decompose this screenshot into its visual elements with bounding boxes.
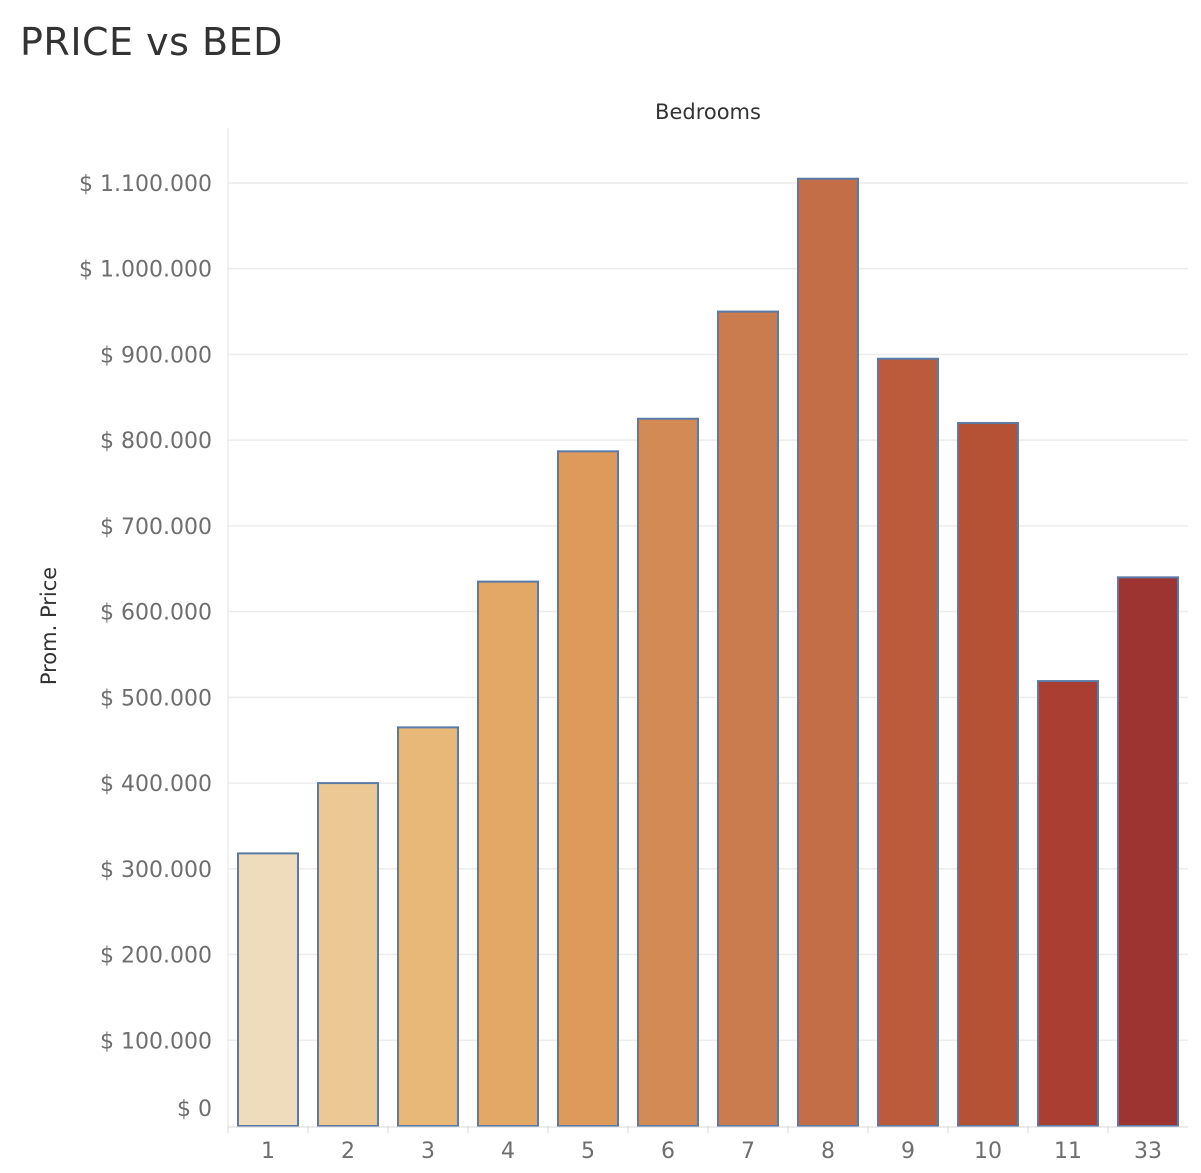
x-tick-label: 6 (661, 1139, 675, 1164)
y-tick-label: $ 1.000.000 (79, 258, 212, 283)
bar-4[interactable] (477, 580, 539, 1127)
chart-title: PRICE vs BED (20, 20, 283, 64)
x-tick-labels: 1 2 3 4 5 6 7 8 9 10 11 33 (227, 1126, 1188, 1164)
x-tick-label: 8 (821, 1139, 835, 1164)
y-tick-label: $ 1.100.000 (79, 172, 212, 197)
x-tick-label: 3 (421, 1139, 435, 1164)
x-tick-label: 1 (261, 1139, 275, 1164)
bar-6[interactable] (637, 417, 699, 1127)
y-tick-label: $ 0 (177, 1097, 212, 1122)
y-tick-label: $ 300.000 (100, 858, 212, 883)
x-axis-label: Bedrooms (655, 100, 761, 124)
bars (237, 177, 1179, 1128)
bar-3[interactable] (397, 726, 459, 1127)
x-tick-label: 10 (974, 1139, 1002, 1164)
y-tick-label: $ 600.000 (100, 601, 212, 626)
y-axis-label: Prom. Price (37, 567, 61, 685)
y-tick-label: $ 900.000 (100, 343, 212, 368)
bar-9[interactable] (877, 357, 939, 1127)
bar-7[interactable] (717, 310, 779, 1128)
x-tick-label: 33 (1134, 1139, 1162, 1164)
bar-2[interactable] (317, 782, 379, 1127)
gridlines (228, 182, 1188, 1042)
y-tick-label: $ 200.000 (100, 944, 212, 969)
x-tick-label: 4 (501, 1139, 515, 1164)
y-tick-labels: $ 0 $ 100.000 $ 200.000 $ 300.000 $ 400.000 $… (79, 172, 212, 1122)
x-tick-label: 7 (741, 1139, 755, 1164)
y-tick-label: $ 100.000 (100, 1029, 212, 1054)
x-tick-label: 2 (341, 1139, 355, 1164)
bar-8[interactable] (797, 177, 859, 1128)
y-tick-label: $ 700.000 (100, 515, 212, 540)
x-tick-label: 5 (581, 1139, 595, 1164)
x-tick-label: 9 (901, 1139, 915, 1164)
bar-11[interactable] (1037, 680, 1099, 1127)
y-tick-label: $ 400.000 (100, 772, 212, 797)
bar-5[interactable] (557, 450, 619, 1127)
bar-33[interactable] (1117, 576, 1179, 1127)
y-tick-label: $ 800.000 (100, 429, 212, 454)
bar-1[interactable] (237, 852, 299, 1127)
bar-10[interactable] (957, 422, 1019, 1127)
x-tick-label: 11 (1054, 1139, 1082, 1164)
y-tick-label: $ 500.000 (100, 686, 212, 711)
